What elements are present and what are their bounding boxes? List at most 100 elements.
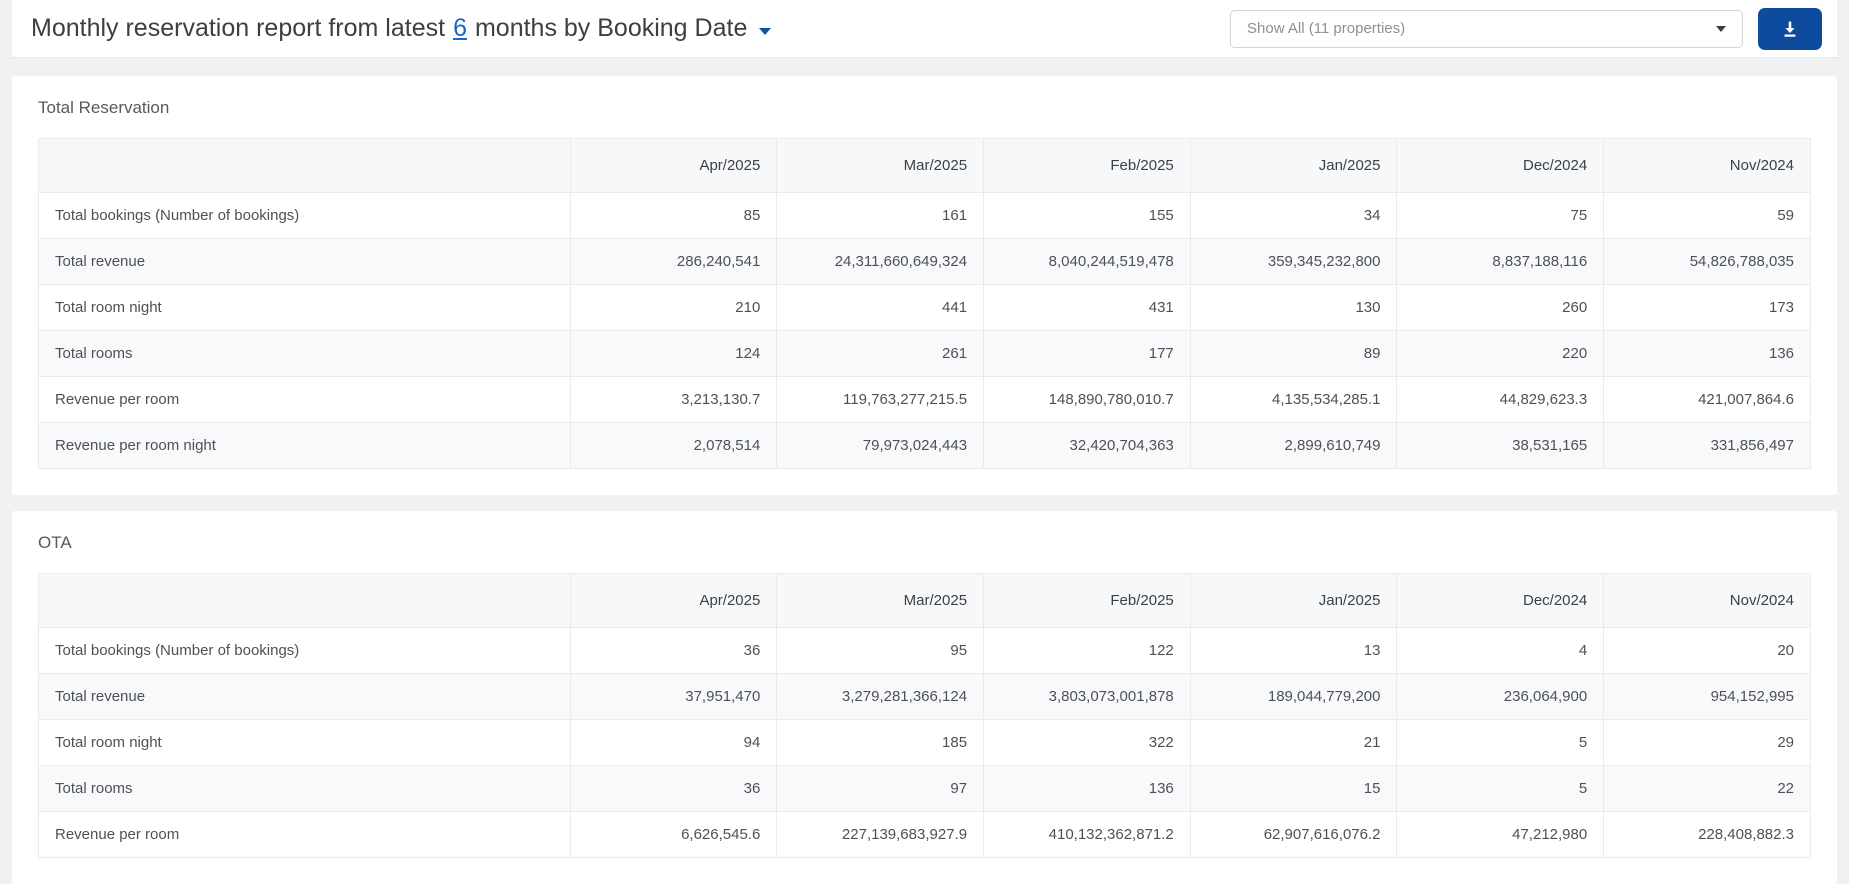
table-row: Revenue per room 6,626,545.6 227,139,683,9… [38, 811, 1811, 858]
table-row: Total bookings (Number of bookings) 36 95 1… [38, 627, 1811, 674]
column-header: Dec/2024 [1396, 138, 1605, 193]
property-filter-select[interactable]: Show All (11 properties) [1230, 9, 1743, 48]
cell-value: 148,890,780,010.7 [983, 376, 1191, 423]
report-sections: Total Reservation Apr/2025 Mar/2025 Feb/202… [0, 76, 1849, 884]
cell-value: 36 [569, 765, 778, 812]
cell-value: 8,837,188,116 [1396, 238, 1605, 285]
column-header: Jan/2025 [1189, 138, 1398, 193]
row-label-header [38, 138, 571, 193]
row-label: Total room night [38, 284, 571, 331]
cell-value: 260 [1396, 284, 1605, 331]
cell-value: 34 [1189, 192, 1398, 239]
column-header: Apr/2025 [569, 138, 778, 193]
cell-value: 441 [776, 284, 985, 331]
section-title: OTA [38, 533, 72, 552]
cell-value: 29 [1603, 719, 1811, 766]
cell-value: 59 [1603, 192, 1811, 239]
cell-value: 431 [983, 284, 1191, 331]
row-label: Revenue per room [38, 376, 571, 423]
cell-value: 75 [1396, 192, 1605, 239]
cell-value: 421,007,864.6 [1603, 376, 1811, 423]
column-header: Mar/2025 [776, 138, 985, 193]
table-body: Total bookings (Number of bookings) 85 161… [38, 192, 1811, 469]
cell-value: 136 [1603, 330, 1811, 377]
cell-value: 136 [983, 765, 1191, 812]
column-header: Jan/2025 [1189, 573, 1398, 628]
table-row: Total room night 210 441 431 130 260 173 [38, 284, 1811, 331]
cell-value: 189,044,779,200 [1189, 673, 1398, 720]
row-label-header [38, 573, 571, 628]
column-header: Dec/2024 [1396, 573, 1605, 628]
section-card: Total Reservation Apr/2025 Mar/2025 Feb/202… [12, 76, 1837, 495]
cell-value: 44,829,623.3 [1396, 376, 1605, 423]
row-label: Total rooms [38, 765, 571, 812]
table-header-row: Apr/2025 Mar/2025 Feb/2025 Jan/2025 Dec/2024… [38, 573, 1811, 628]
row-label: Total room night [38, 719, 571, 766]
table-row: Total room night 94 185 322 21 5 29 [38, 719, 1811, 766]
cell-value: 3,213,130.7 [569, 376, 778, 423]
column-header: Nov/2024 [1603, 138, 1811, 193]
chevron-down-icon[interactable] [759, 27, 772, 35]
cell-value: 85 [569, 192, 778, 239]
cell-value: 359,345,232,800 [1189, 238, 1398, 285]
cell-value: 236,064,900 [1396, 673, 1605, 720]
table-row: Revenue per room 3,213,130.7 119,763,277,2… [38, 376, 1811, 423]
table-row: Total rooms 124 261 177 89 220 136 [38, 330, 1811, 377]
cell-value: 8,040,244,519,478 [983, 238, 1191, 285]
download-button[interactable] [1758, 7, 1822, 50]
table-row: Total revenue 37,951,470 3,279,281,366,124… [38, 673, 1811, 720]
cell-value: 220 [1396, 330, 1605, 377]
table-row: Total revenue 286,240,541 24,311,660,649,3… [38, 238, 1811, 285]
header-controls: Show All (11 properties) [1230, 7, 1822, 50]
cell-value: 22 [1603, 765, 1811, 812]
cell-value: 2,078,514 [569, 422, 778, 469]
cell-value: 122 [983, 627, 1191, 674]
column-header: Nov/2024 [1603, 573, 1811, 628]
cell-value: 210 [569, 284, 778, 331]
column-header: Apr/2025 [569, 573, 778, 628]
cell-value: 6,626,545.6 [569, 811, 778, 858]
cell-value: 21 [1189, 719, 1398, 766]
cell-value: 62,907,616,076.2 [1189, 811, 1398, 858]
table-row: Total rooms 36 97 136 15 5 22 [38, 765, 1811, 812]
months-count-link[interactable]: 6 [453, 14, 467, 42]
cell-value: 185 [776, 719, 985, 766]
cell-value: 4 [1396, 627, 1605, 674]
cell-value: 155 [983, 192, 1191, 239]
cell-value: 2,899,610,749 [1189, 422, 1398, 469]
cell-value: 4,135,534,285.1 [1189, 376, 1398, 423]
row-label: Total rooms [38, 330, 571, 377]
table-row: Revenue per room night 2,078,514 79,973,02… [38, 422, 1811, 469]
cell-value: 331,856,497 [1603, 422, 1811, 469]
cell-value: 124 [569, 330, 778, 377]
cell-value: 24,311,660,649,324 [776, 238, 985, 285]
cell-value: 47,212,980 [1396, 811, 1605, 858]
section-title: Total Reservation [38, 98, 170, 117]
download-icon [1784, 21, 1796, 37]
cell-value: 95 [776, 627, 985, 674]
page-header: Monthly reservation report from latest 6… [12, 0, 1837, 58]
cell-value: 173 [1603, 284, 1811, 331]
row-label: Total revenue [38, 238, 571, 285]
cell-value: 130 [1189, 284, 1398, 331]
cell-value: 94 [569, 719, 778, 766]
cell-value: 322 [983, 719, 1191, 766]
cell-value: 36 [569, 627, 778, 674]
table-head: Apr/2025 Mar/2025 Feb/2025 Jan/2025 Dec/2024… [38, 573, 1811, 628]
column-header: Feb/2025 [983, 573, 1191, 628]
row-label: Revenue per room [38, 811, 571, 858]
table-header-row: Apr/2025 Mar/2025 Feb/2025 Jan/2025 Dec/2024… [38, 138, 1811, 193]
cell-value: 119,763,277,215.5 [776, 376, 985, 423]
title-text-suffix: months by Booking Date [474, 14, 748, 42]
page-title: Monthly reservation report from latest 6… [31, 14, 772, 43]
column-header: Mar/2025 [776, 573, 985, 628]
cell-value: 5 [1396, 765, 1605, 812]
cell-value: 161 [776, 192, 985, 239]
cell-value: 97 [776, 765, 985, 812]
report-table: Apr/2025 Mar/2025 Feb/2025 Jan/2025 Dec/2024… [38, 573, 1811, 858]
table-row: Total bookings (Number of bookings) 85 161… [38, 192, 1811, 239]
cell-value: 79,973,024,443 [776, 422, 985, 469]
cell-value: 37,951,470 [569, 673, 778, 720]
cell-value: 228,408,882.3 [1603, 811, 1811, 858]
cell-value: 227,139,683,927.9 [776, 811, 985, 858]
